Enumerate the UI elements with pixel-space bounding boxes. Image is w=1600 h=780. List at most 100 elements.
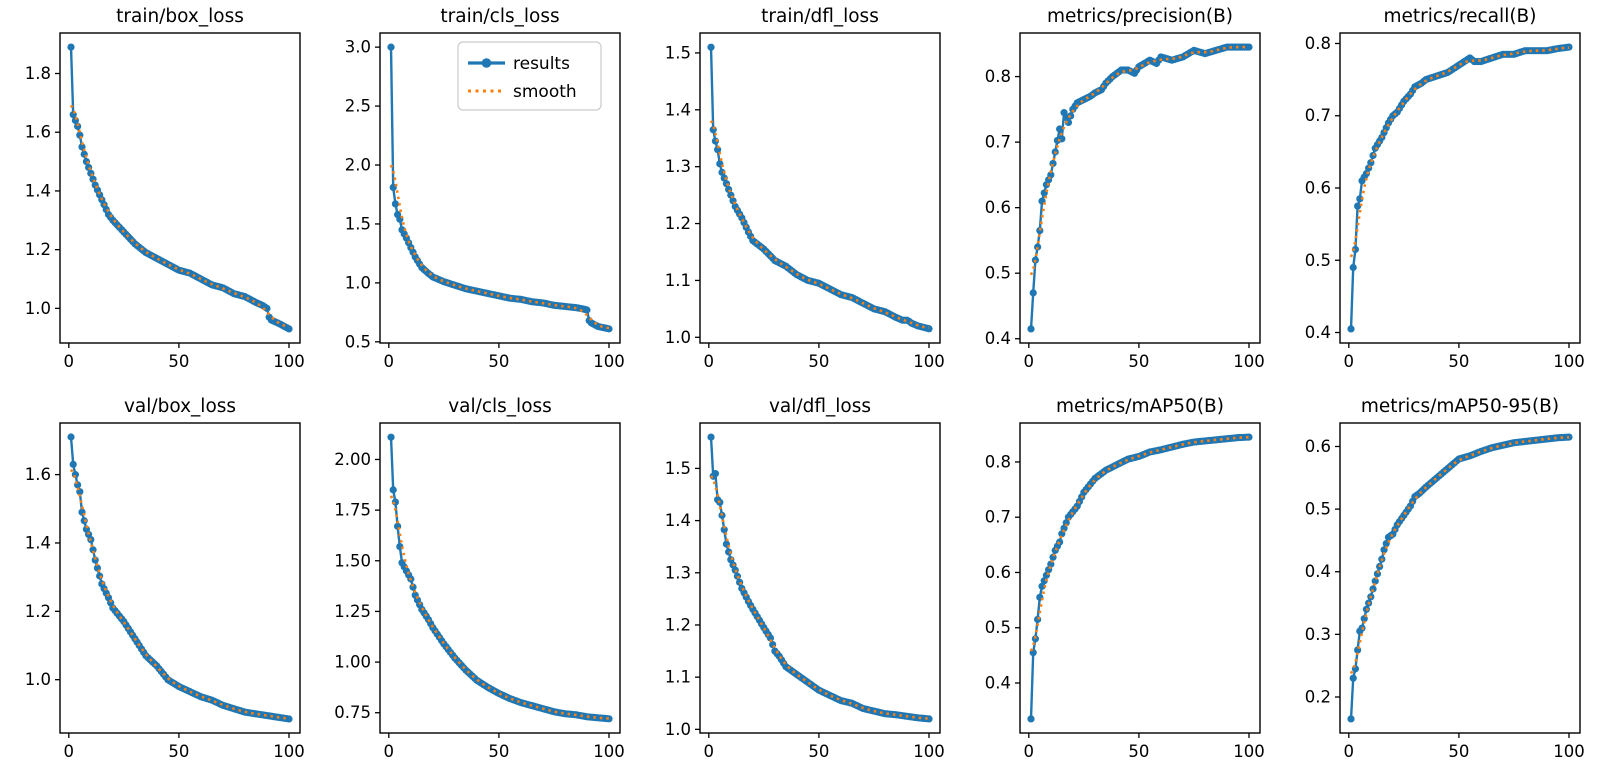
results-marker [69, 460, 77, 468]
results-marker [925, 715, 933, 723]
smooth-line [1349, 436, 1570, 675]
y-tick-label: 2.0 [345, 156, 371, 175]
y-tick-label: 1.8 [25, 64, 51, 83]
results-marker [1034, 243, 1042, 251]
y-tick-label: 1.2 [665, 214, 691, 233]
x-tick-label: 50 [168, 352, 189, 371]
results-marker [1064, 118, 1073, 127]
results-marker [67, 43, 75, 51]
results-marker [89, 546, 97, 554]
results-marker [1034, 615, 1042, 624]
y-tick-label: 0.2 [1305, 687, 1331, 706]
x-tick-label: 100 [593, 742, 625, 761]
legend-smooth-label: smooth [513, 82, 577, 102]
chart-canvas: metrics/mAP50(B) 0 50 100 0.4 0.5 0.6 0.7 0.8 [985, 396, 1265, 761]
results-marker [1349, 263, 1357, 272]
results-line [69, 47, 290, 330]
y-tick-label: 0.7 [985, 133, 1011, 152]
results-markers [1027, 433, 1253, 723]
results-marker [1369, 151, 1377, 160]
axes-box [1019, 422, 1261, 734]
x-tick-label: 0 [64, 742, 75, 761]
results-marker [1062, 519, 1070, 527]
y-tick-label: 1.0 [665, 720, 691, 739]
axes-box [59, 422, 301, 734]
results-line [389, 437, 610, 721]
axes-box [1019, 32, 1261, 344]
results-marker [1354, 202, 1362, 210]
results-marker [1245, 433, 1253, 441]
results-marker [285, 715, 293, 723]
results-marker [263, 304, 271, 312]
x-tick-label: 100 [273, 742, 305, 761]
smooth-line [1029, 436, 1250, 652]
results-marker [605, 715, 613, 723]
smooth-line [69, 468, 290, 720]
subplot-val-dfl-loss: val/dfl_loss 0 50 100 1.0 1.1 1.2 1.3 1.4 1.5 [640, 390, 960, 780]
x-tick-label: 0 [1024, 352, 1035, 371]
axes-box [59, 32, 301, 344]
chart-title: val/dfl_loss [769, 396, 871, 417]
results-line [1349, 435, 1570, 719]
subplot-metrics-precision-b: metrics/precision(B) 0 50 100 0.4 0.5 0.6 0.7 0.… [960, 0, 1280, 390]
axes-box [699, 422, 941, 734]
y-tick-label: 1.5 [665, 459, 691, 478]
subplot-val-cls-loss: val/cls_loss 0 50 100 0.75 1.00 1.25 1.50 1.75 2.… [320, 390, 640, 780]
y-tick-label: 3.0 [345, 38, 371, 57]
chart-canvas: val/box_loss 0 50 100 1.0 1.2 1.4 1.6 [25, 396, 305, 761]
results-marker [583, 306, 591, 314]
y-tick-label: 1.6 [25, 123, 51, 142]
x-tick-label: 50 [1128, 352, 1149, 371]
results-marker [720, 526, 728, 534]
results-marker [707, 43, 715, 51]
y-tick-label: 0.4 [1305, 562, 1331, 581]
results-markers [67, 433, 293, 723]
y-tick-label: 0.5 [1305, 251, 1331, 270]
y-tick-label: 1.4 [665, 100, 691, 119]
results-marker [925, 325, 933, 333]
results-marker [387, 43, 395, 51]
results-markers [707, 433, 933, 723]
y-tick-label: 0.4 [1305, 323, 1331, 342]
smooth-line [389, 164, 610, 330]
y-tick-label: 1.1 [665, 271, 691, 290]
chart-title: metrics/mAP50-95(B) [1361, 396, 1559, 417]
y-tick-label: 0.5 [985, 264, 1011, 283]
smooth-line [709, 120, 930, 329]
results-line [709, 437, 930, 721]
results-line [69, 436, 290, 721]
y-tick-label: 0.4 [985, 329, 1011, 348]
y-tick-label: 0.5 [985, 618, 1011, 637]
smooth-line [1029, 45, 1249, 276]
results-marker [711, 470, 720, 478]
results-line [1029, 435, 1250, 719]
results-marker [74, 122, 82, 130]
chart-title: val/box_loss [124, 396, 236, 417]
chart-canvas: train/dfl_loss 0 50 100 1.0 1.1 1.2 1.3 1.4 1.5 [665, 6, 945, 371]
x-tick-label: 50 [168, 742, 189, 761]
legend-results-marker-sample [481, 58, 492, 68]
results-marker [718, 168, 726, 176]
results-marker [1349, 674, 1357, 682]
results-markers [387, 433, 613, 723]
results-marker [78, 143, 86, 151]
y-tick-label: 0.7 [1305, 106, 1331, 125]
x-tick-label: 50 [488, 352, 509, 371]
y-tick-label: 1.3 [665, 157, 691, 176]
subplot-train-dfl-loss: train/dfl_loss 0 50 100 1.0 1.1 1.2 1.3 1.4 1.5 [640, 0, 960, 390]
y-tick-label: 1.3 [665, 563, 691, 582]
y-tick-label: 1.0 [345, 273, 371, 292]
y-tick-label: 0.8 [1305, 34, 1331, 53]
x-tick-label: 50 [1448, 352, 1469, 371]
y-tick-label: 0.4 [985, 673, 1011, 692]
results-marker [1565, 43, 1573, 51]
y-tick-label: 0.7 [985, 508, 1011, 527]
results-marker [1029, 289, 1037, 297]
chart-canvas: train/cls_loss 0 50 100 0.5 1.0 1.5 2.0 2.5 3.0 re… [345, 6, 625, 371]
y-tick-label: 1.0 [25, 670, 51, 689]
results-marker [285, 325, 293, 333]
y-tick-label: 1.2 [665, 615, 691, 634]
x-tick-label: 0 [384, 742, 395, 761]
results-marker [1031, 635, 1040, 643]
